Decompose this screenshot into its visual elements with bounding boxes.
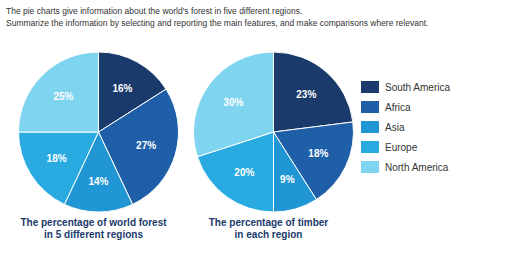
html-text:The pie charts give informatio: The pie charts give information about th… — [6, 6, 303, 16]
svg-text:30%: 30% — [223, 97, 243, 108]
html-text:The percentage of timber: The percentage of timber — [208, 217, 329, 228]
svg-text:18%: 18% — [47, 153, 67, 164]
html-text:North America: North America — [385, 161, 449, 173]
html-text:Asia: Asia — [385, 121, 405, 133]
html-text:in each region: in each region — [234, 229, 303, 240]
svg-text:18%: 18% — [308, 148, 328, 159]
svg-text:25%: 25% — [53, 91, 73, 102]
svg-text:23%: 23% — [296, 89, 316, 100]
html-text:Summarize the information by s: Summarize the information by selecting a… — [6, 18, 429, 28]
svg-text:16%: 16% — [112, 83, 132, 94]
svg-text:20%: 20% — [234, 167, 254, 178]
html-text:Africa: Africa — [385, 101, 411, 113]
html-text:Europe: Europe — [385, 141, 418, 153]
html-text:South America: South America — [385, 81, 450, 93]
svg-text:27%: 27% — [136, 140, 156, 151]
svg-text:9%: 9% — [280, 174, 295, 185]
html-text:in 5 different regions: in 5 different regions — [44, 229, 143, 240]
svg-text:14%: 14% — [88, 176, 108, 187]
html-text:The percentage of world forest: The percentage of world forest — [20, 217, 167, 228]
